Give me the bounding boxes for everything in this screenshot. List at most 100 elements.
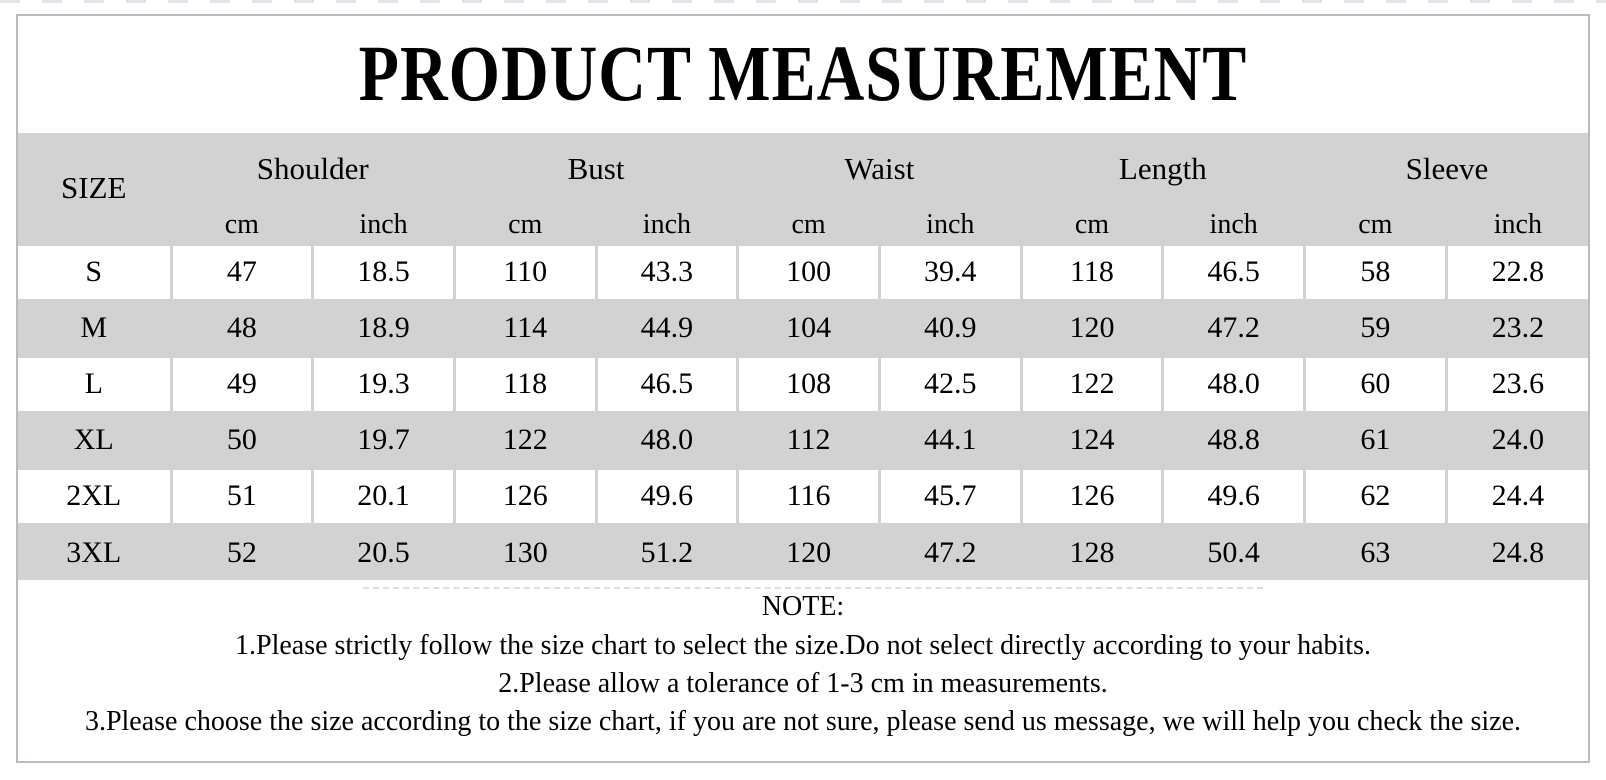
unit-header-cm: cm [171,204,315,246]
value-cell: 24.8 [1444,522,1588,580]
size-cell: 3XL [18,522,173,580]
table-row: M 48 18.9 114 44.9 104 40.9 120 47.2 59 … [18,298,1588,358]
value-cell: 48 [169,298,315,358]
header-unit-row: cm inch cm inch cm inch cm inch cm inch [18,204,1588,246]
value-cell: 124 [1019,410,1165,470]
value-cell: 51.2 [594,522,740,580]
page-title: PRODUCT MEASUREMENT [358,30,1248,118]
value-cell: 20.1 [311,466,456,526]
note-heading: NOTE: [761,591,845,622]
value-cell: 48.8 [1161,410,1306,470]
value-cell: 128 [1019,522,1165,580]
value-cell: 59 [1303,298,1448,358]
value-cell: 108 [736,354,881,414]
table-body: S 47 18.5 110 43.3 100 39.4 118 46.5 58 … [18,242,1588,580]
table-header: SIZE Shoulder Bust Waist Length Sleeve c… [18,133,1588,246]
size-cell: 2XL [18,466,173,526]
top-dashed-line [0,0,1606,3]
value-cell: 20.5 [311,522,456,580]
unit-header-inch: inch [1161,204,1306,246]
value-cell: 120 [736,522,881,580]
value-cell: 62 [1303,466,1448,526]
unit-header-inch: inch [877,204,1023,246]
unit-header-inch: inch [311,204,456,246]
unit-header-cm: cm [1303,204,1448,246]
table-row: 2XL 51 20.1 126 49.6 116 45.7 126 49.6 6… [18,466,1588,526]
value-cell: 104 [736,298,881,358]
value-cell: 118 [452,354,598,414]
value-cell: 23.6 [1444,354,1588,414]
value-cell: 50 [169,410,315,470]
note-line-2: 2.Please allow a tolerance of 1-3 cm in … [498,668,1108,699]
value-cell: 44.1 [877,410,1023,470]
value-cell: 120 [1019,298,1165,358]
value-cell: 23.2 [1444,298,1588,358]
group-header-sleeve: Sleeve [1303,133,1588,208]
size-cell: M [18,298,173,358]
size-cell: L [18,354,173,414]
value-cell: 122 [452,410,598,470]
value-cell: 116 [736,466,881,526]
table-row: 3XL 52 20.5 130 51.2 120 47.2 128 50.4 6… [18,522,1588,580]
value-cell: 100 [736,242,881,302]
value-cell: 47.2 [877,522,1023,580]
value-cell: 114 [452,298,598,358]
value-cell: 50.4 [1161,522,1306,580]
value-cell: 46.5 [594,354,740,414]
value-cell: 19.7 [311,410,456,470]
unit-header-cm: cm [736,204,881,246]
value-cell: 60 [1303,354,1448,414]
value-cell: 18.5 [311,242,456,302]
group-header-bust: Bust [452,133,740,208]
value-cell: 130 [452,522,598,580]
value-cell: 22.8 [1444,242,1588,302]
value-cell: 44.9 [594,298,740,358]
value-cell: 40.9 [877,298,1023,358]
value-cell: 24.4 [1444,466,1588,526]
unit-header-inch: inch [1444,204,1588,246]
value-cell: 112 [736,410,881,470]
value-cell: 48.0 [1161,354,1306,414]
value-cell: 19.3 [311,354,456,414]
value-cell: 48.0 [594,410,740,470]
value-cell: 49 [169,354,315,414]
table-row: S 47 18.5 110 43.3 100 39.4 118 46.5 58 … [18,242,1588,302]
group-header-shoulder: Shoulder [169,133,456,208]
note-line-3: 3.Please choose the size according to th… [84,706,1522,737]
header-group-row: SIZE Shoulder Bust Waist Length Sleeve [18,133,1588,246]
unit-header-cm: cm [452,204,598,246]
value-cell: 45.7 [877,466,1023,526]
table-row: XL 50 19.7 122 48.0 112 44.1 124 48.8 61… [18,410,1588,470]
value-cell: 24.0 [1444,410,1588,470]
content-frame: PRODUCT MEASUREMENT SIZE Shoulder Bust W… [16,14,1590,763]
size-column-header: SIZE [18,133,173,246]
value-cell: 51 [169,466,315,526]
unit-header-inch: inch [594,204,740,246]
unit-header-cm: cm [1019,204,1165,246]
value-cell: 63 [1303,522,1448,580]
group-header-length: Length [1019,133,1307,208]
group-header-waist: Waist [736,133,1023,208]
value-cell: 43.3 [594,242,740,302]
watermark-dashed-line [363,587,1263,589]
value-cell: 47 [169,242,315,302]
value-cell: 126 [1019,466,1165,526]
value-cell: 49.6 [1161,466,1306,526]
value-cell: 110 [452,242,598,302]
value-cell: 58 [1303,242,1448,302]
value-cell: 52 [169,522,315,580]
size-cell: S [18,242,173,302]
value-cell: 42.5 [877,354,1023,414]
value-cell: 39.4 [877,242,1023,302]
value-cell: 118 [1019,242,1165,302]
note-section: NOTE: 1.Please strictly follow the size … [18,580,1588,761]
value-cell: 18.9 [311,298,456,358]
title-band: PRODUCT MEASUREMENT [18,16,1588,133]
value-cell: 122 [1019,354,1165,414]
value-cell: 47.2 [1161,298,1306,358]
table-row: L 49 19.3 118 46.5 108 42.5 122 48.0 60 … [18,354,1588,414]
value-cell: 46.5 [1161,242,1306,302]
value-cell: 49.6 [594,466,740,526]
size-chart-table: SIZE Shoulder Bust Waist Length Sleeve c… [18,133,1588,580]
